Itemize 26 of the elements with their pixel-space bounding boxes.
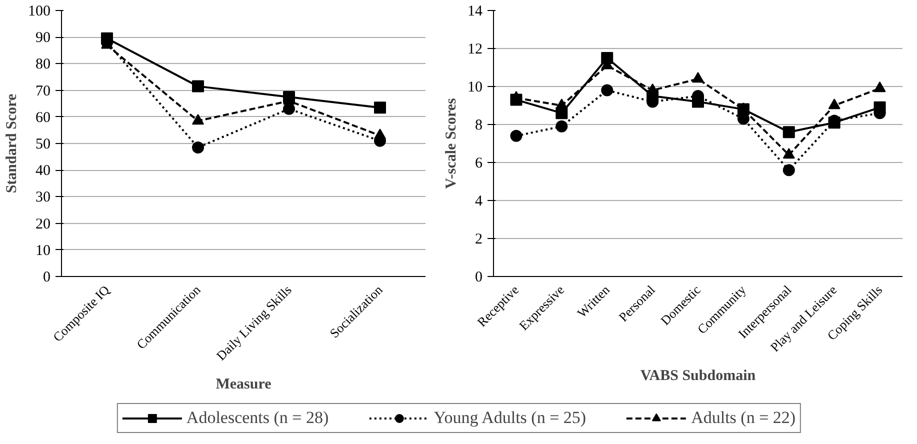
y-tick-label: 70 (36, 83, 50, 100)
y-tick-label: 50 (36, 136, 50, 152)
legend-label: Adolescents (n = 28) (186, 408, 329, 428)
y-axis-title: Standard Score (4, 94, 20, 194)
y-tick-label: 12 (468, 42, 482, 58)
y-tick-label: 6 (475, 156, 483, 172)
y-tick-label: 8 (475, 118, 482, 134)
y-tick-label: 20 (36, 216, 50, 232)
y-tick-label: 80 (36, 56, 50, 73)
y-tick-label: 10 (468, 80, 482, 96)
y-tick-label: 60 (36, 110, 50, 126)
legend-label: Adults (n = 22) (691, 408, 796, 428)
y-tick-label: 14 (468, 4, 483, 20)
y-tick-label: 2 (475, 232, 482, 248)
y-axis-title: V-scale Scores (444, 98, 460, 189)
y-tick-label: 90 (36, 30, 50, 46)
y-tick-label: 40 (36, 163, 50, 180)
legend-label: Young Adults (n = 25) (434, 408, 586, 428)
x-axis-title: Measure (216, 376, 272, 393)
y-tick-label: 100 (28, 4, 50, 20)
y-tick-label: 0 (43, 270, 50, 286)
y-tick-label: 10 (36, 242, 50, 259)
x-axis-title: VABS Subdomain (640, 368, 756, 384)
y-tick-label: 30 (36, 190, 50, 206)
y-tick-label: 4 (475, 194, 483, 210)
y-tick-label: 0 (475, 270, 482, 286)
